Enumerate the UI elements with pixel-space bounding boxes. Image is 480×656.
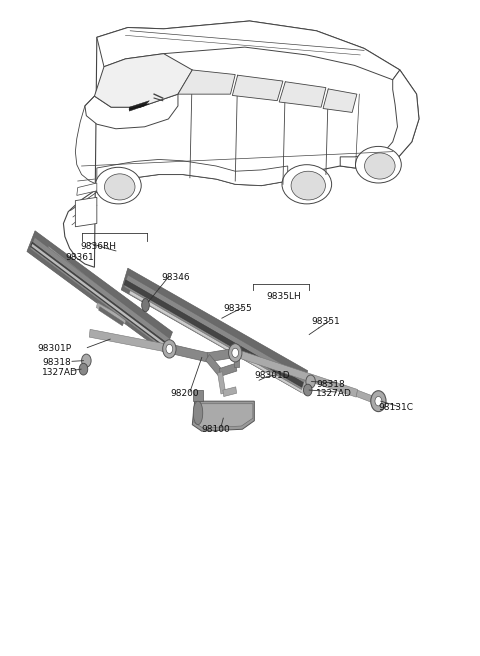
Ellipse shape bbox=[193, 401, 203, 424]
Circle shape bbox=[306, 375, 315, 388]
Text: 98361: 98361 bbox=[66, 253, 95, 262]
Text: 98301P: 98301P bbox=[37, 344, 72, 354]
Polygon shape bbox=[279, 82, 326, 107]
Circle shape bbox=[232, 348, 239, 358]
Polygon shape bbox=[323, 89, 357, 112]
Polygon shape bbox=[32, 244, 168, 348]
Polygon shape bbox=[124, 275, 305, 390]
Polygon shape bbox=[97, 159, 288, 186]
Circle shape bbox=[163, 340, 176, 358]
Polygon shape bbox=[193, 390, 203, 401]
Circle shape bbox=[79, 363, 88, 375]
Polygon shape bbox=[96, 302, 126, 324]
Polygon shape bbox=[27, 231, 172, 353]
Polygon shape bbox=[124, 280, 303, 387]
Text: 98355: 98355 bbox=[223, 304, 252, 313]
Polygon shape bbox=[235, 349, 358, 397]
Polygon shape bbox=[129, 288, 308, 395]
Polygon shape bbox=[129, 100, 149, 111]
Polygon shape bbox=[217, 372, 226, 394]
Polygon shape bbox=[77, 183, 97, 195]
Polygon shape bbox=[95, 54, 192, 107]
Polygon shape bbox=[75, 197, 97, 227]
Text: 98100: 98100 bbox=[202, 424, 230, 434]
Text: 9835LH: 9835LH bbox=[266, 292, 301, 301]
Circle shape bbox=[303, 384, 312, 396]
Polygon shape bbox=[234, 353, 239, 367]
Text: 98346: 98346 bbox=[161, 272, 190, 281]
Ellipse shape bbox=[282, 165, 332, 204]
Text: 98301D: 98301D bbox=[254, 371, 290, 380]
Text: 98318: 98318 bbox=[42, 358, 71, 367]
Circle shape bbox=[371, 391, 386, 411]
Ellipse shape bbox=[142, 298, 149, 312]
Text: 1327AD: 1327AD bbox=[316, 390, 352, 398]
Polygon shape bbox=[205, 354, 222, 375]
Polygon shape bbox=[121, 268, 308, 392]
Text: 98318: 98318 bbox=[316, 380, 345, 388]
Text: 98351: 98351 bbox=[312, 317, 340, 326]
Text: 9836RH: 9836RH bbox=[80, 242, 116, 251]
Circle shape bbox=[228, 344, 242, 362]
Ellipse shape bbox=[356, 146, 401, 183]
Polygon shape bbox=[170, 344, 208, 362]
Polygon shape bbox=[63, 21, 419, 267]
Circle shape bbox=[82, 354, 91, 367]
Polygon shape bbox=[31, 242, 168, 348]
Polygon shape bbox=[98, 306, 124, 326]
Polygon shape bbox=[340, 70, 419, 168]
Circle shape bbox=[166, 344, 173, 354]
Polygon shape bbox=[97, 21, 400, 80]
Ellipse shape bbox=[364, 153, 395, 179]
Ellipse shape bbox=[105, 174, 135, 200]
Circle shape bbox=[375, 396, 382, 406]
Polygon shape bbox=[223, 387, 237, 396]
Polygon shape bbox=[89, 329, 171, 353]
Polygon shape bbox=[30, 237, 170, 350]
Ellipse shape bbox=[291, 171, 325, 200]
Polygon shape bbox=[192, 401, 254, 431]
Text: 98200: 98200 bbox=[171, 389, 199, 398]
Text: 98131C: 98131C bbox=[378, 403, 413, 412]
Polygon shape bbox=[136, 283, 312, 393]
Polygon shape bbox=[356, 390, 382, 405]
Polygon shape bbox=[45, 247, 175, 355]
Polygon shape bbox=[232, 75, 283, 100]
Ellipse shape bbox=[96, 167, 141, 204]
Polygon shape bbox=[219, 363, 237, 377]
Polygon shape bbox=[207, 348, 236, 362]
Polygon shape bbox=[85, 94, 178, 129]
Polygon shape bbox=[194, 404, 253, 428]
Text: 1327AD: 1327AD bbox=[42, 368, 78, 377]
Polygon shape bbox=[178, 70, 235, 94]
